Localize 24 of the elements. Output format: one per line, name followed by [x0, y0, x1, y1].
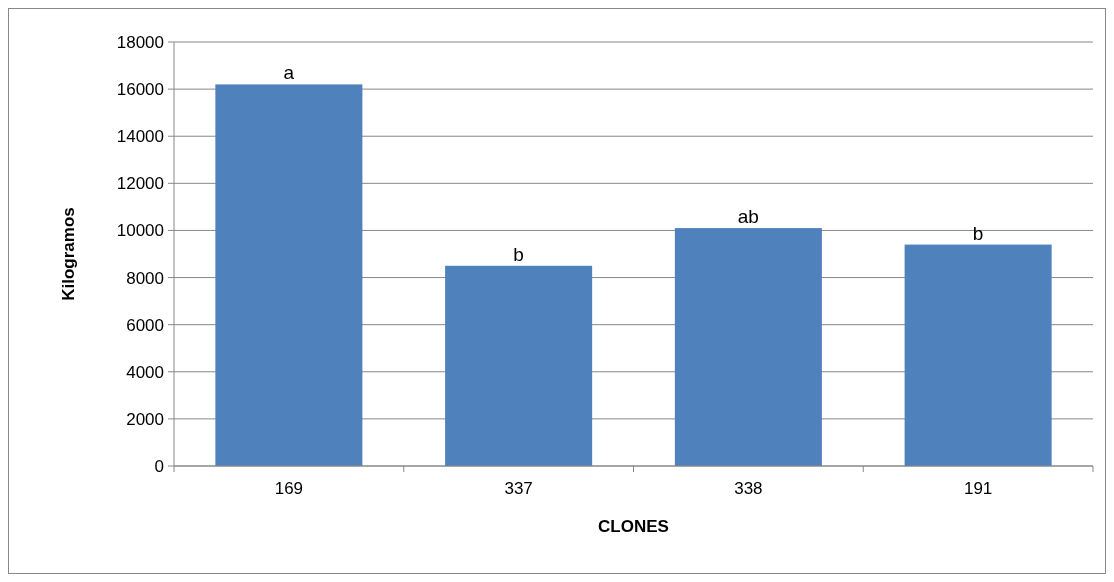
x-tick-label: 338: [734, 479, 763, 498]
y-tick-label: 14000: [116, 127, 164, 147]
x-tick-label: 169: [274, 479, 304, 498]
bar: [674, 228, 822, 466]
bar: [445, 265, 593, 466]
y-tick-label: 8000: [126, 268, 164, 288]
y-tick-label: 12000: [116, 174, 164, 194]
y-tick-label: 18000: [116, 32, 164, 52]
y-axis-title: Kilogramos: [59, 207, 78, 301]
annotation: ab: [737, 206, 759, 228]
x-tick-label: 337: [504, 479, 533, 498]
bar: [215, 84, 363, 466]
y-tick-label: 6000: [126, 315, 164, 335]
x-axis-title: CLONES: [598, 517, 669, 536]
y-tick-label: 16000: [116, 80, 164, 100]
y-tick-label: 4000: [126, 362, 164, 382]
y-tick-label: 2000: [126, 409, 164, 429]
y-tick-label: 10000: [116, 221, 164, 241]
y-tick-label: 0: [154, 456, 164, 476]
annotation: b: [513, 243, 524, 265]
annotation: b: [972, 222, 984, 244]
bar: [904, 244, 1052, 466]
x-tick-label: 191: [963, 479, 993, 498]
annotation: a: [283, 62, 295, 84]
